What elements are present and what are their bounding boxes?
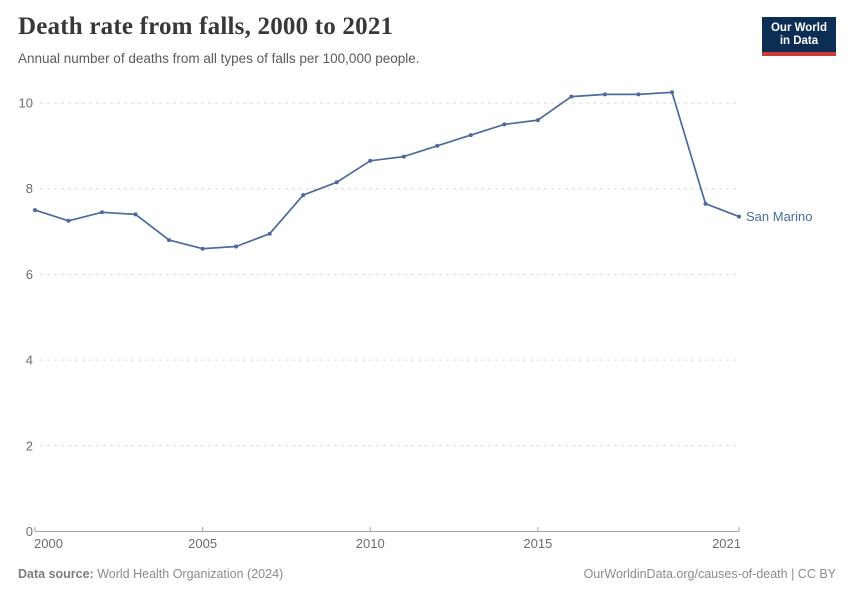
data-point xyxy=(535,118,540,123)
x-axis-tick-label: 2010 xyxy=(356,536,385,551)
y-axis-tick-label: 10 xyxy=(19,96,33,111)
y-axis-tick-label: 0 xyxy=(26,524,33,539)
y-axis-tick-label: 8 xyxy=(26,181,33,196)
owid-logo-line1: Our World xyxy=(770,22,827,34)
data-point xyxy=(368,158,373,163)
x-axis-tick-label: 2021 xyxy=(712,536,741,551)
data-point xyxy=(334,180,339,185)
data-point xyxy=(100,210,104,215)
data-point xyxy=(200,246,205,251)
data-point xyxy=(703,201,708,206)
data-point xyxy=(737,214,741,219)
data-point xyxy=(670,90,674,95)
chart-header: Death rate from falls, 2000 to 2021 Annu… xyxy=(18,13,750,66)
data-point xyxy=(468,133,473,138)
data-source: Data source: World Health Organization (… xyxy=(18,567,283,581)
x-axis-tick-label: 2005 xyxy=(188,536,217,551)
line-chart: 0 2 4 6 8 10 2000 2005 2010 2015 2021 San Marino xyxy=(19,90,812,551)
series-line xyxy=(34,91,740,250)
y-axis-tick-label: 2 xyxy=(26,438,33,453)
data-point xyxy=(33,208,37,213)
data-point xyxy=(234,244,239,249)
data-point xyxy=(167,238,172,243)
data-point xyxy=(602,92,607,97)
credit-link[interactable]: OurWorldinData.org/causes-of-death | CC … xyxy=(583,567,836,581)
chart-subtitle: Annual number of deaths from all types o… xyxy=(18,51,420,66)
y-axis-tick-label: 6 xyxy=(26,267,33,282)
x-axis-tick-label: 2015 xyxy=(523,536,552,551)
page-title: Death rate from falls, 2000 to 2021 xyxy=(18,13,394,40)
data-point xyxy=(301,193,306,198)
data-point xyxy=(569,94,574,99)
owid-logo-line2: in Data xyxy=(779,35,819,47)
data-source-value: World Health Organization (2024) xyxy=(93,567,284,581)
owid-logo: Our World in Data xyxy=(761,17,836,56)
data-point xyxy=(401,154,406,159)
data-point xyxy=(133,212,138,217)
series-end-label: San Marino xyxy=(746,209,812,224)
data-source-label: Data source: xyxy=(18,567,94,581)
y-axis-tick-label: 4 xyxy=(26,353,33,368)
data-point xyxy=(66,218,71,223)
data-point xyxy=(502,122,507,127)
data-point xyxy=(435,143,440,148)
x-axis-tick-label: 2000 xyxy=(34,536,63,551)
data-point xyxy=(636,92,641,97)
chart-footer: Data source: World Health Organization (… xyxy=(18,567,836,581)
data-point xyxy=(267,231,272,236)
